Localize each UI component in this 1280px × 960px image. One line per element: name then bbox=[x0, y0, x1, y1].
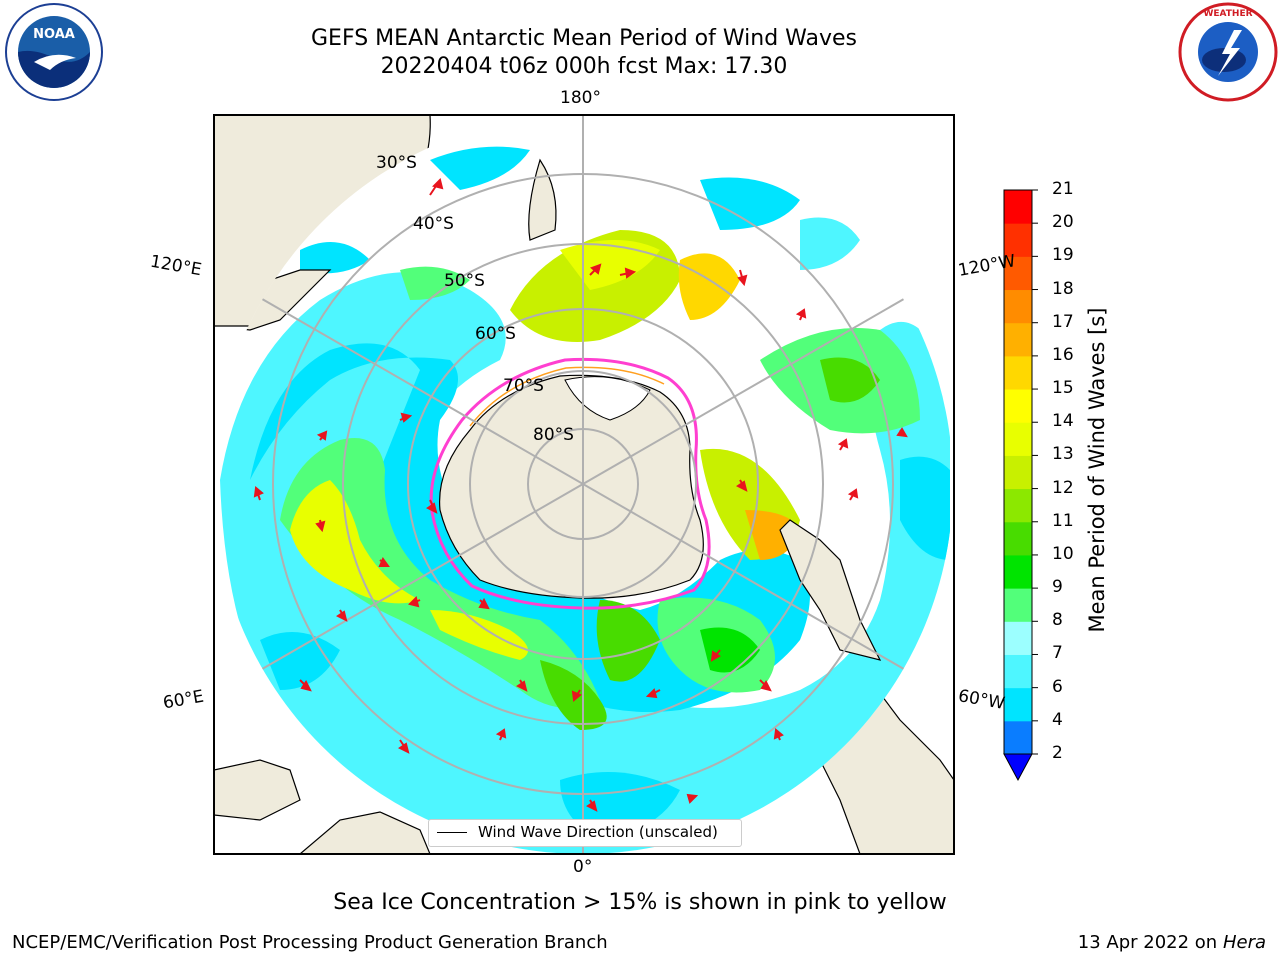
colorbar-segment bbox=[1004, 256, 1032, 291]
colorbar-tick-label: 21 bbox=[1052, 179, 1074, 199]
lat-label-80s: 80°S bbox=[533, 425, 574, 445]
colorbar-segment bbox=[1004, 621, 1032, 655]
noaa-logo: NOAA bbox=[5, 3, 103, 101]
colorbar-segment bbox=[1004, 389, 1032, 423]
colorbar-extend-arrow bbox=[1003, 753, 1033, 782]
colorbar-tick-label: 20 bbox=[1052, 212, 1074, 233]
sea-ice-note: Sea Ice Concentration > 15% is shown in … bbox=[333, 890, 947, 915]
footer-date-text: 13 Apr 2022 on bbox=[1077, 932, 1223, 953]
map-title: GEFS MEAN Antarctic Mean Period of Wind … bbox=[311, 26, 857, 51]
colorbar-tick-label: 15 bbox=[1052, 378, 1074, 399]
colorbar-tick-label: 7 bbox=[1052, 643, 1063, 664]
colorbar-tick-label: 16 bbox=[1052, 344, 1074, 365]
wind-wave-arrows bbox=[253, 178, 908, 812]
colorbar-segment bbox=[1004, 720, 1032, 755]
colorbar-segment bbox=[1004, 521, 1032, 556]
graticule bbox=[214, 115, 953, 854]
colorbar-tick-label: 6 bbox=[1052, 676, 1063, 697]
colorbar-tick-label: 4 bbox=[1052, 709, 1063, 730]
colorbar-tick-label: 13 bbox=[1052, 444, 1074, 465]
colorbar-tick-label: 11 bbox=[1052, 510, 1074, 531]
map-subtitle: 20220404 t06z 000h fcst Max: 17.30 bbox=[380, 54, 788, 79]
legend-label: Wind Wave Direction (unscaled) bbox=[478, 823, 718, 841]
colorbar-tick-label: 10 bbox=[1052, 543, 1074, 564]
colorbar-segment bbox=[1004, 355, 1032, 390]
svg-text:NOAA: NOAA bbox=[33, 27, 75, 42]
colorbar-segment bbox=[1004, 322, 1032, 357]
lat-label-60s: 60°S bbox=[475, 324, 516, 344]
colorbar-tick-label: 17 bbox=[1052, 311, 1074, 332]
colorbar bbox=[1003, 189, 1038, 782]
ice-shelf bbox=[564, 376, 651, 421]
colorbar-segment bbox=[1004, 422, 1032, 456]
colorbar-tick-label: 18 bbox=[1052, 278, 1074, 299]
colorbar-frame bbox=[1003, 189, 1033, 755]
colorbar-tick-label: 12 bbox=[1052, 477, 1074, 498]
legend-line-swatch bbox=[437, 832, 467, 833]
nws-logo: WEATHER bbox=[1178, 2, 1278, 102]
lat-label-50s: 50°S bbox=[444, 271, 485, 291]
svg-text:WEATHER: WEATHER bbox=[1203, 9, 1252, 19]
colorbar-tick-label: 2 bbox=[1052, 743, 1063, 763]
sea-ice-edge-inner bbox=[469, 366, 665, 427]
colorbar-tick-label: 8 bbox=[1052, 610, 1063, 631]
meridian-label-180: 180° bbox=[560, 88, 601, 108]
footer-date: 13 Apr 2022 on Hera bbox=[1078, 932, 1266, 953]
colorbar-segment bbox=[1004, 223, 1032, 257]
colorbar-segment bbox=[1004, 289, 1032, 324]
footer-producer: NCEP/EMC/Verification Post Processing Pr… bbox=[12, 932, 608, 953]
sea-ice-edge bbox=[429, 357, 711, 610]
footer-host: Hera bbox=[1222, 932, 1266, 953]
colorbar-segment bbox=[1004, 554, 1032, 589]
lat-label-30s: 30°S bbox=[376, 153, 417, 173]
map-legend: Wind Wave Direction (unscaled) bbox=[428, 819, 742, 847]
lat-label-40s: 40°S bbox=[413, 214, 454, 234]
map-frame bbox=[213, 114, 955, 855]
colorbar-segment bbox=[1004, 654, 1032, 689]
colorbar-tick-label: 14 bbox=[1052, 411, 1074, 432]
colorbar-segment bbox=[1004, 588, 1032, 622]
colorbar-tick-label: 19 bbox=[1052, 245, 1074, 266]
meridian-label-0: 0° bbox=[573, 857, 593, 877]
colorbar-segment bbox=[1004, 488, 1032, 523]
colorbar-label: Mean Period of Wind Waves [s] bbox=[1085, 307, 1109, 633]
colorbar-tick-label: 9 bbox=[1052, 577, 1063, 598]
colorbar-segment bbox=[1004, 687, 1032, 722]
colorbar-segment bbox=[1004, 190, 1032, 224]
lat-label-70s: 70°S bbox=[503, 376, 544, 396]
colorbar-segment bbox=[1004, 455, 1032, 490]
wave-period-field bbox=[220, 146, 950, 854]
